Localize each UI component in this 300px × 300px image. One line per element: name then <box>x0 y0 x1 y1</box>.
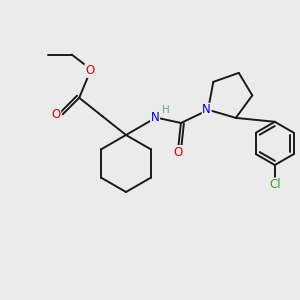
Text: O: O <box>174 146 183 159</box>
Text: H: H <box>162 105 170 115</box>
Text: O: O <box>52 108 61 121</box>
Text: N: N <box>202 103 211 116</box>
Text: Cl: Cl <box>269 178 281 191</box>
Text: N: N <box>151 111 160 124</box>
Text: O: O <box>85 64 94 77</box>
